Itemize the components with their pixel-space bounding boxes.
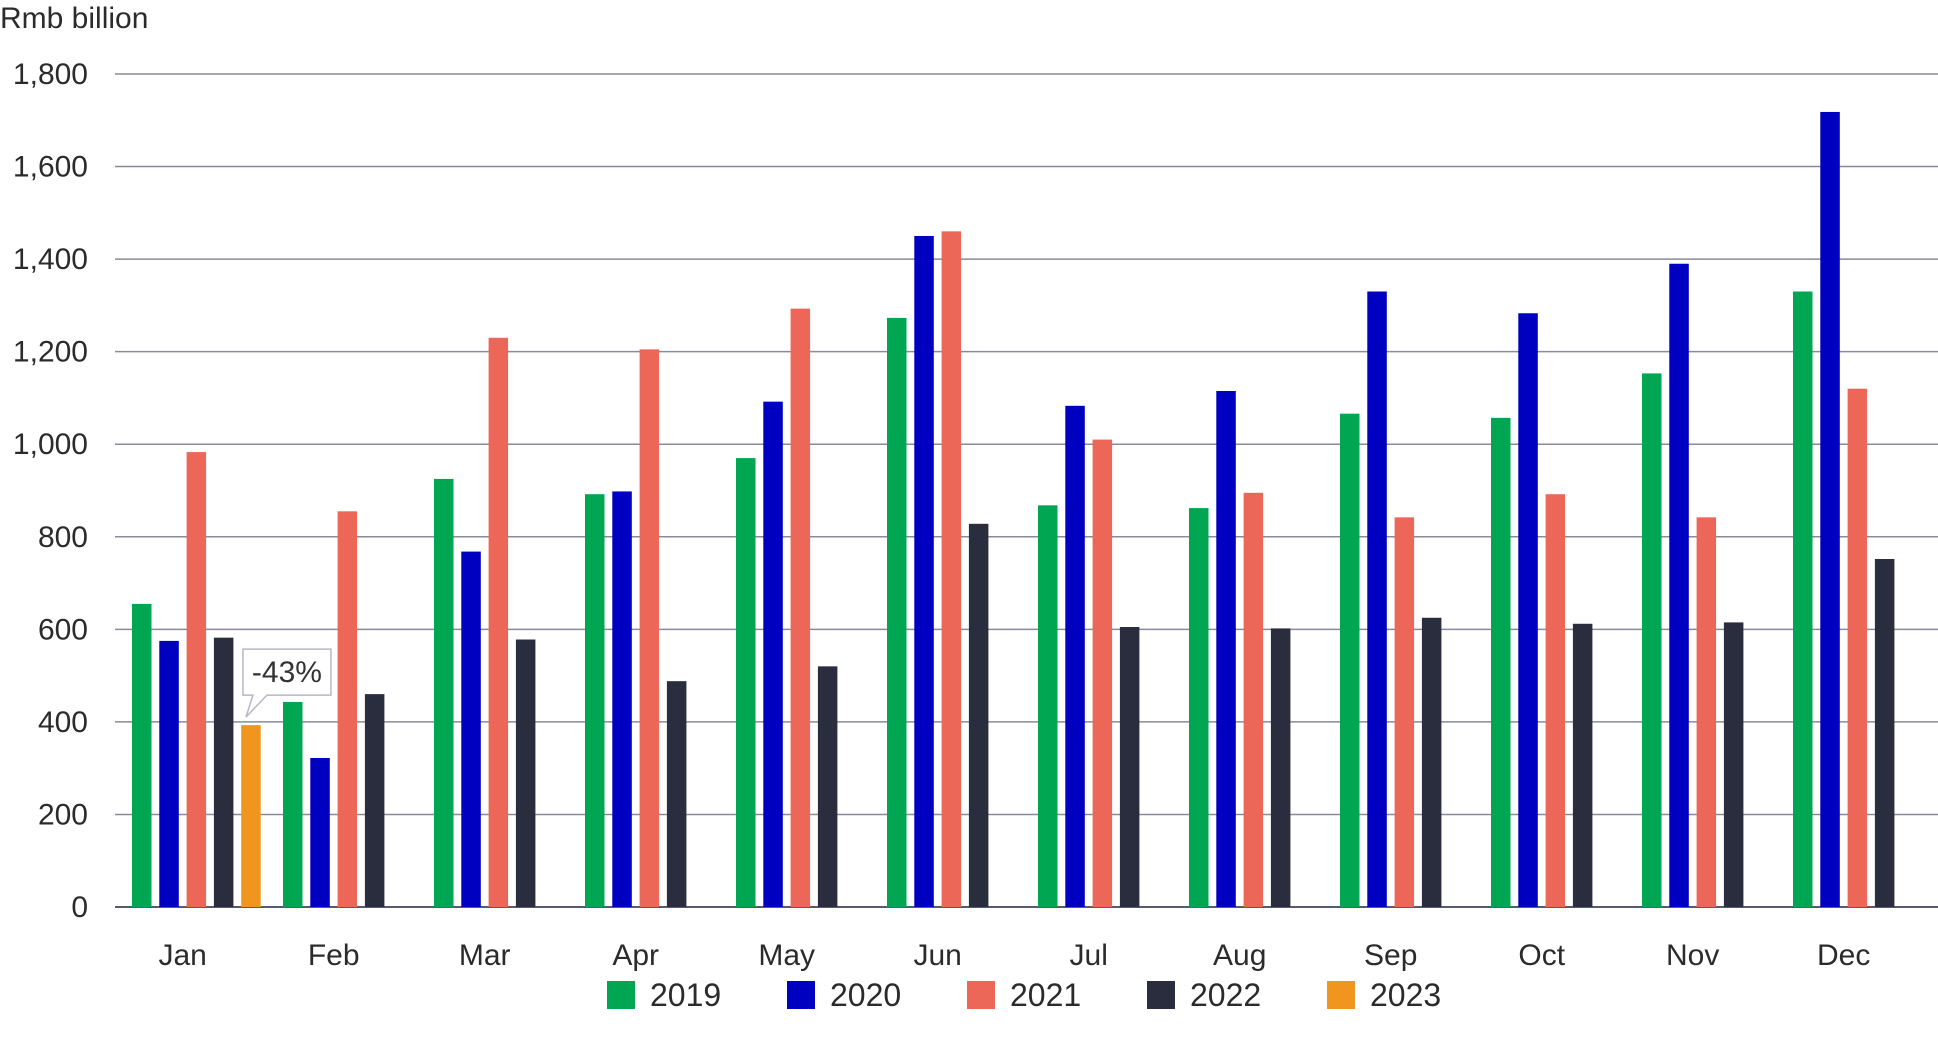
bar-2022-apr (666, 681, 687, 907)
bar-2020-sep (1367, 291, 1387, 907)
legend-swatch-2023 (1327, 981, 1355, 1009)
legend-swatch-2021 (967, 981, 995, 1009)
bar-2021-apr (639, 349, 660, 907)
x-tick-label: Apr (612, 939, 659, 972)
bar-2019-sep (1340, 413, 1360, 907)
legend-swatch-2019 (607, 981, 635, 1009)
x-tick-label: Mar (459, 939, 511, 972)
bar-2022-may (817, 666, 838, 907)
bar-2019-mar (434, 478, 454, 907)
bar-2020-may (763, 401, 783, 907)
bar-2021-may (790, 308, 811, 908)
bar-2022-jul (1119, 627, 1140, 907)
bar-2021-jun (941, 231, 962, 907)
bar-2021-sep (1394, 517, 1415, 907)
bar-2021-jan (186, 452, 207, 907)
x-tick-label: Jul (1070, 939, 1108, 972)
annotations: -43% (242, 648, 332, 718)
bar-2021-dec (1847, 388, 1868, 907)
bar-2020-jul (1065, 405, 1085, 907)
bar-2023-jan (241, 725, 261, 907)
legend-label-2020: 2020 (830, 977, 901, 1013)
bar-2020-jun (914, 235, 934, 907)
bar-2022-aug (1270, 628, 1291, 907)
bar-2019-jan (132, 603, 152, 907)
bar-2020-aug (1216, 391, 1236, 907)
y-tick-label: 400 (38, 706, 88, 739)
bar-2020-oct (1518, 313, 1538, 907)
bar-2019-may (736, 458, 756, 907)
bar-2021-nov (1696, 517, 1717, 907)
y-tick-label: 600 (38, 613, 88, 646)
legend-label-2021: 2021 (1010, 977, 1081, 1013)
y-tick-label: 1,600 (13, 151, 88, 184)
x-axis-labels: Jan Feb Mar Apr May Jun Jul Aug Sep Oct Nov Dec (159, 939, 1871, 972)
bar-2019-oct (1491, 417, 1511, 907)
legend-label-2023: 2023 (1370, 977, 1441, 1013)
gridlines (115, 73, 1938, 908)
x-tick-label: Dec (1817, 939, 1870, 972)
bar-2021-oct (1545, 494, 1566, 907)
y-tick-label: 1,800 (13, 58, 88, 91)
x-tick-label: Nov (1666, 939, 1719, 972)
bar-2022-jan (213, 637, 234, 907)
bar-2022-feb (364, 694, 385, 907)
x-tick-label: Sep (1364, 939, 1417, 972)
bar-2019-apr (585, 494, 605, 907)
bar-2021-feb (337, 511, 358, 907)
bar-2020-mar (461, 551, 481, 907)
bar-2022-mar (515, 639, 536, 907)
legend-swatch-2020 (787, 981, 815, 1009)
bar-2020-apr (612, 491, 632, 907)
bar-2019-jun (887, 317, 907, 907)
bar-2020-dec (1820, 111, 1840, 908)
y-tick-label: 1,000 (13, 428, 88, 461)
bar-2021-mar (488, 337, 509, 907)
callout-box (242, 648, 332, 718)
bar-2020-feb (310, 757, 330, 907)
bar-2019-dec (1793, 291, 1813, 907)
bar-2022-jun (968, 523, 989, 907)
y-tick-label: 1,400 (13, 243, 88, 276)
y-tick-label: 800 (38, 521, 88, 554)
x-tick-label: Jan (159, 939, 207, 972)
y-axis-ticks: 0 200 400 600 800 1,000 1,200 1,400 1,600 1,800 (13, 58, 88, 924)
legend-label-2022: 2022 (1190, 977, 1261, 1013)
bar-2020-nov (1669, 263, 1689, 907)
x-tick-label: Feb (308, 939, 360, 972)
x-tick-label: Oct (1518, 939, 1565, 972)
bar-2022-oct (1572, 623, 1593, 907)
y-tick-label: 200 (38, 798, 88, 831)
bar-2020-jan (159, 640, 179, 907)
bar-2021-aug (1243, 492, 1264, 907)
x-tick-label: Jun (914, 939, 962, 972)
y-tick-label: 1,200 (13, 336, 88, 369)
bar-2022-dec (1874, 558, 1895, 907)
bar-2019-jul (1038, 505, 1058, 907)
y-tick-label: 0 (71, 891, 88, 924)
legend-swatch-2022 (1147, 981, 1175, 1009)
legend-label-2019: 2019 (650, 977, 721, 1013)
x-tick-label: May (758, 939, 815, 972)
callout-label: -43% (252, 656, 322, 689)
bar-2022-nov (1723, 622, 1744, 907)
bars (132, 111, 1895, 908)
bar-2021-jul (1092, 439, 1113, 907)
bar-2019-feb (283, 701, 303, 907)
bar-2019-aug (1189, 508, 1209, 907)
legend: 2019 2020 2021 2022 2023 (607, 977, 1441, 1013)
x-tick-label: Aug (1213, 939, 1266, 972)
bar-2022-sep (1421, 617, 1442, 907)
bar-2019-nov (1642, 373, 1662, 907)
y-axis-unit-label: Rmb billion (0, 2, 148, 35)
